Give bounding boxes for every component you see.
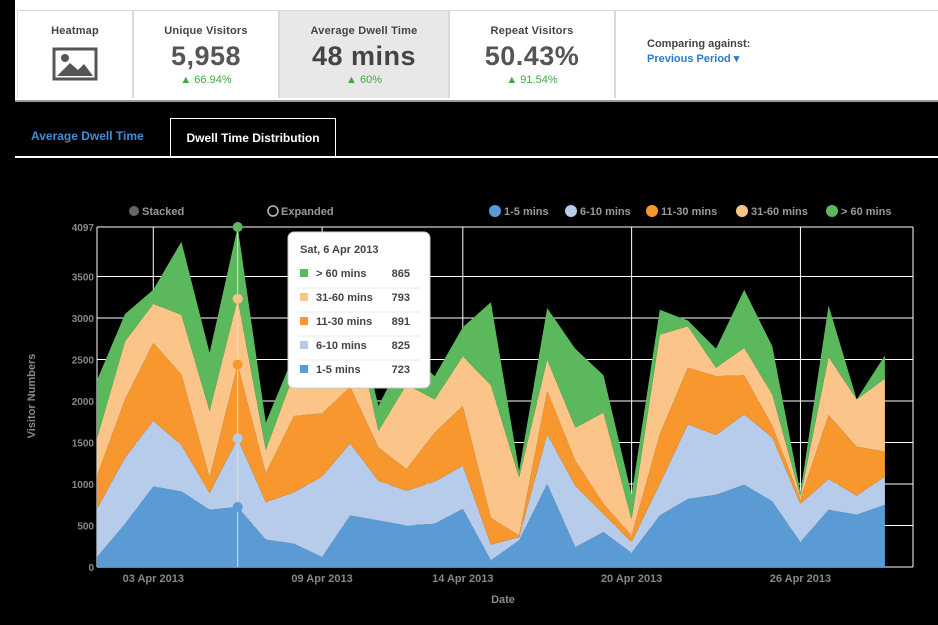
unique-visitors-label: Unique Visitors xyxy=(164,25,248,37)
legend-label-series-5[interactable]: > 60 mins xyxy=(841,206,891,218)
y-tick-label: 1000 xyxy=(72,480,95,491)
y-tick-label: 2500 xyxy=(72,356,95,367)
legend-marker-series-2[interactable] xyxy=(565,205,577,217)
x-tick-label: 09 Apr 2013 xyxy=(291,573,352,585)
x-tick-label: 03 Apr 2013 xyxy=(123,573,184,585)
y-tick-label: 3500 xyxy=(72,273,95,284)
legend-marker-series-4[interactable] xyxy=(736,205,748,217)
x-tick-label: 14 Apr 2013 xyxy=(432,573,493,585)
repeat-visitors-value: 50.43% xyxy=(484,41,580,71)
legend-marker-series-3[interactable] xyxy=(646,205,658,217)
tooltip-swatch xyxy=(300,341,308,349)
y-tick-label: 3000 xyxy=(72,314,95,325)
unique-visitors-change: ▲ 66.94% xyxy=(180,74,232,86)
expanded-label: Expanded xyxy=(281,206,334,218)
tooltip-series-name: 1-5 mins xyxy=(316,364,361,376)
average-dwell-time-label: Average Dwell Time xyxy=(310,25,418,37)
tooltip-series-name: 6-10 mins xyxy=(316,340,367,352)
x-tick-label: 20 Apr 2013 xyxy=(601,573,662,585)
y-tick-label: 1500 xyxy=(72,439,95,450)
legend-label-series-1[interactable]: 1-5 mins xyxy=(504,206,549,218)
legend-marker-series-5[interactable] xyxy=(826,205,838,217)
tooltip-series-name: > 60 mins xyxy=(316,268,366,280)
tooltip-series-name: 11-30 mins xyxy=(316,316,372,328)
repeat-visitors-change: ▲ 91.54% xyxy=(506,74,558,86)
unique-visitors-value: 5,958 xyxy=(170,41,242,71)
x-tick-label: 26 Apr 2013 xyxy=(770,573,831,585)
summary-bar: Heatmap Unique Visitors 5,958 ▲ 66.94% A… xyxy=(15,0,938,102)
y-axis-title: Visitor Numbers xyxy=(26,354,38,439)
hover-point-series-3 xyxy=(232,359,243,370)
y-tick-label: 0 xyxy=(88,563,94,574)
tooltip-title: Sat, 6 Apr 2013 xyxy=(300,244,378,256)
legend-label-series-4[interactable]: 31-60 mins xyxy=(751,206,808,218)
repeat-visitors-card[interactable]: Repeat Visitors 50.43% ▲ 91.54% xyxy=(449,10,615,98)
comparing-label: Comparing against: xyxy=(647,38,751,50)
repeat-visitors-label: Repeat Visitors xyxy=(490,25,574,37)
heatmap-label: Heatmap xyxy=(51,25,99,37)
area-series-4 xyxy=(97,298,885,536)
hover-point-series-1 xyxy=(232,502,243,512)
tooltip-series-value: 865 xyxy=(392,268,410,280)
stacked-radio[interactable] xyxy=(129,206,139,216)
legend-label-series-3[interactable]: 11-30 mins xyxy=(661,206,717,218)
average-dwell-time-card[interactable]: Average Dwell Time 48 mins ▲ 60% xyxy=(279,10,449,98)
dwell-distribution-chart: 0 500 1000 1500 2000 2500 3000 3500 4097 03 Apr 2… xyxy=(26,205,914,606)
tooltip-swatch xyxy=(300,269,308,277)
stacked-label: Stacked xyxy=(142,206,184,218)
hover-point-series-4 xyxy=(232,293,243,304)
comparing-block: Comparing against: Previous Period ▾ xyxy=(647,38,750,65)
area-series-5 xyxy=(97,227,885,520)
image-icon xyxy=(52,47,98,81)
tooltip: Sat, 6 Apr 2013 > 60 mins 865 31-60 mins 79… xyxy=(287,231,431,389)
tooltip-series-value: 793 xyxy=(392,292,410,304)
tooltip-series-value: 891 xyxy=(392,316,410,328)
x-axis-title: Date xyxy=(491,594,515,606)
unique-visitors-card[interactable]: Unique Visitors 5,958 ▲ 66.94% xyxy=(133,10,279,98)
heatmap-card[interactable]: Heatmap xyxy=(17,10,133,98)
y-tick-label: 500 xyxy=(77,522,94,533)
legend-marker-series-1[interactable] xyxy=(489,205,501,217)
tooltip-swatch xyxy=(300,293,308,301)
tooltip-series-name: 31-60 mins xyxy=(316,292,373,304)
average-dwell-time-value: 48 mins xyxy=(311,41,417,71)
tooltip-swatch xyxy=(300,317,308,325)
area-series-2 xyxy=(97,414,885,561)
average-dwell-time-change: ▲ 60% xyxy=(346,74,382,86)
y-tick-label: 2000 xyxy=(72,397,95,408)
area-series-1 xyxy=(97,484,885,567)
area-series-3 xyxy=(97,342,885,545)
hover-point-series-5 xyxy=(232,222,243,232)
tooltip-series-value: 825 xyxy=(392,340,410,352)
tooltip-series-value: 723 xyxy=(392,364,410,376)
tab-average-dwell-time[interactable]: Average Dwell Time xyxy=(31,129,144,143)
chart-tabs: Average Dwell Time Dwell Time Distributi… xyxy=(15,118,938,158)
legend-label-series-2[interactable]: 6-10 mins xyxy=(580,206,631,218)
comparing-card xyxy=(615,10,938,98)
hover-point-series-2 xyxy=(232,433,243,444)
y-tick-label: 4097 xyxy=(72,223,95,234)
previous-period-dropdown[interactable]: Previous Period ▾ xyxy=(647,53,740,65)
expanded-radio[interactable] xyxy=(267,205,279,217)
tooltip-swatch xyxy=(300,365,308,373)
tab-dwell-time-distribution[interactable]: Dwell Time Distribution xyxy=(170,118,336,156)
